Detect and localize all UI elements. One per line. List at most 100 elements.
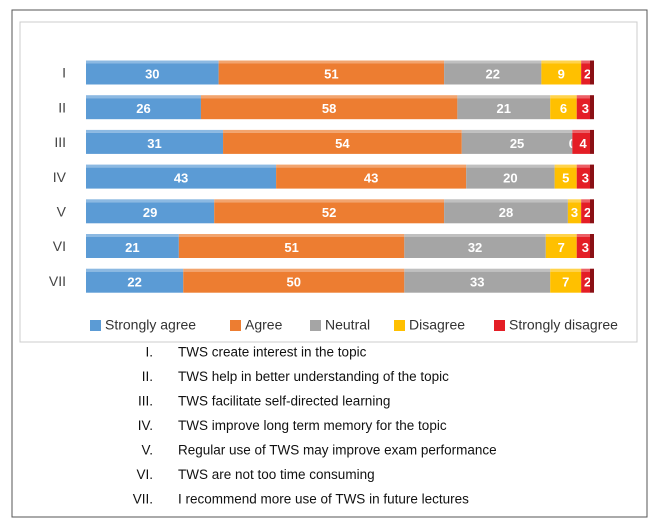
bar-top <box>581 268 590 272</box>
legend-label: Neutral <box>325 317 370 333</box>
bar-segment <box>550 271 582 293</box>
bar-segment <box>86 237 179 258</box>
note-text: Regular use of TWS may improve exam perf… <box>178 443 497 458</box>
bar-segment <box>183 271 405 293</box>
data-label: 22 <box>127 275 141 290</box>
bar-segment <box>178 237 405 258</box>
bar-segment <box>223 132 462 154</box>
bar-segment <box>214 202 445 224</box>
data-label: 21 <box>497 101 511 116</box>
bar-segment <box>404 271 551 293</box>
bar-top <box>218 60 445 64</box>
legend-swatch <box>394 320 405 331</box>
legend-label: Strongly disagree <box>509 317 618 333</box>
bar-top <box>554 164 577 168</box>
data-label: 31 <box>147 136 161 151</box>
data-label: 3 <box>582 240 589 255</box>
bar-segment <box>567 202 582 224</box>
note-numeral: II. <box>142 369 153 384</box>
data-label: 29 <box>143 205 157 220</box>
bar-segment <box>457 98 551 120</box>
bar-side <box>590 95 594 120</box>
bar-top <box>581 60 590 64</box>
data-label: 22 <box>486 66 500 81</box>
bar-segment <box>466 167 555 189</box>
bar-top <box>576 164 590 168</box>
data-label: 21 <box>125 240 139 255</box>
legend-label: Agree <box>245 317 283 333</box>
bar-top <box>461 129 573 133</box>
data-label: 20 <box>503 171 517 186</box>
data-label: 2 <box>584 275 591 290</box>
bar-segment <box>200 98 458 120</box>
data-label: 9 <box>558 66 565 81</box>
bar-segment <box>576 237 590 258</box>
bar-segment <box>444 63 542 85</box>
bar-segment <box>86 98 201 120</box>
y-tick-label: IV <box>53 169 67 185</box>
note-text: TWS help in better understanding of the … <box>178 369 449 384</box>
bar-segment <box>218 63 445 85</box>
note-text: TWS facilitate self-directed learning <box>178 394 390 409</box>
note-numeral: III. <box>138 394 153 409</box>
data-label: 52 <box>322 205 336 220</box>
data-label: 3 <box>571 205 578 220</box>
data-label: 5 <box>562 171 569 186</box>
y-tick-label: V <box>57 204 67 220</box>
bar-top <box>276 164 467 168</box>
bar-top <box>550 268 582 272</box>
bar-segment <box>581 63 590 85</box>
bar-top <box>86 60 219 64</box>
data-label: 25 <box>510 136 524 151</box>
bar-segment <box>572 132 590 154</box>
y-tick-label: VI <box>53 238 66 254</box>
bar-segment <box>576 167 590 189</box>
y-tick-label: III <box>54 134 66 150</box>
bar-top <box>86 199 215 203</box>
y-tick-label: II <box>58 99 66 115</box>
bar-segment <box>541 63 582 85</box>
data-label: 6 <box>560 101 567 116</box>
data-label: 54 <box>335 136 350 151</box>
bar-segment <box>545 237 577 258</box>
note-text: I recommend more use of TWS in future le… <box>178 492 469 507</box>
data-label: 50 <box>287 275 301 290</box>
bar-top <box>581 199 590 203</box>
data-label: 51 <box>284 240 298 255</box>
bar-segment <box>581 202 590 224</box>
legend-swatch <box>310 320 321 331</box>
note-text: TWS are not too time consuming <box>178 467 375 482</box>
y-tick-label: VII <box>49 273 66 289</box>
bar-segment <box>444 202 568 224</box>
bar-segment <box>86 132 224 154</box>
data-label: 7 <box>558 240 565 255</box>
bar-segment <box>86 167 277 189</box>
legend-label: Disagree <box>409 317 465 333</box>
data-label: 33 <box>470 275 484 290</box>
data-label: 2 <box>584 205 591 220</box>
bar-top <box>567 199 582 203</box>
bar-segment <box>576 98 590 120</box>
data-label: 26 <box>136 101 150 116</box>
bar-segment <box>554 167 577 189</box>
bar-segment <box>404 237 546 258</box>
bar-segment <box>276 167 467 189</box>
bar-top <box>576 95 590 99</box>
note-text: TWS improve long term memory for the top… <box>178 418 447 433</box>
legend-label: Strongly agree <box>105 317 196 333</box>
data-label: 51 <box>324 66 338 81</box>
note-text: TWS create interest in the topic <box>178 345 367 360</box>
bar-top <box>178 234 405 237</box>
data-label: 30 <box>145 66 159 81</box>
bar-side <box>590 164 594 189</box>
bar-top <box>444 199 568 203</box>
bar-top <box>545 234 577 237</box>
note-numeral: VII. <box>133 492 153 507</box>
bar-side <box>590 60 594 85</box>
data-label: 58 <box>322 101 336 116</box>
bar-top <box>214 199 445 203</box>
data-label: 2 <box>584 66 591 81</box>
note-numeral: IV. <box>138 418 153 433</box>
legend-swatch <box>494 320 505 331</box>
note-numeral: VI. <box>136 467 153 482</box>
